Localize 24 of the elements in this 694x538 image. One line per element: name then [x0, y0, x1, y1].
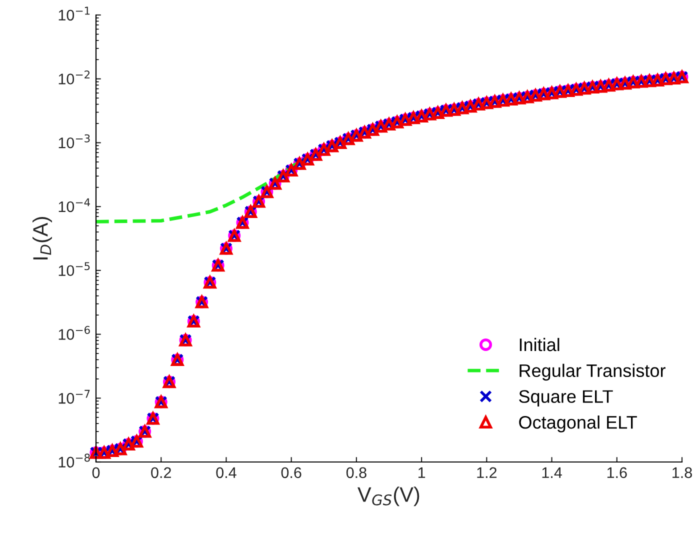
x-tick-label: 1.2 [477, 467, 497, 478]
y-tick-label: 10$^{−8}$ [58, 454, 90, 468]
x-tick-label: 0.8 [346, 467, 366, 478]
y-tick-label: 10$^{−5}$ [58, 262, 90, 276]
x-tick-label: 1.6 [607, 467, 627, 478]
x-tick-label: 0.4 [216, 467, 236, 478]
y-tick-label: 10$^{−4}$ [58, 198, 90, 212]
legend-label: Regular Transistor [520, 364, 666, 381]
y-tick-label: 10$^{−2}$ [58, 70, 90, 84]
legend-label: Square ELT [519, 390, 613, 406]
y-axis-title: I$_{D}$(A) [32, 217, 52, 260]
y-tick-label: 10$^{−7}$ [58, 390, 90, 404]
x-axis-title: V$_{GS}$(V) [358, 486, 420, 506]
x-tick-label: 1 [418, 467, 426, 478]
x-tick-label: 1.8 [672, 467, 692, 478]
x-tick-label: 1.4 [542, 467, 562, 478]
y-tick-label: 10$^{−6}$ [58, 326, 90, 340]
x-tick-label: 0.2 [151, 467, 171, 478]
legend-label: Initial [520, 338, 560, 352]
y-tick-label: 10$^{−3}$ [58, 134, 90, 148]
x-tick-label: 0.6 [281, 467, 302, 478]
x-tick-label: 0 [92, 467, 100, 478]
y-tick-label: 10$^{−1}$ [58, 6, 90, 21]
legend-label: Octagonal ELT [519, 416, 637, 432]
